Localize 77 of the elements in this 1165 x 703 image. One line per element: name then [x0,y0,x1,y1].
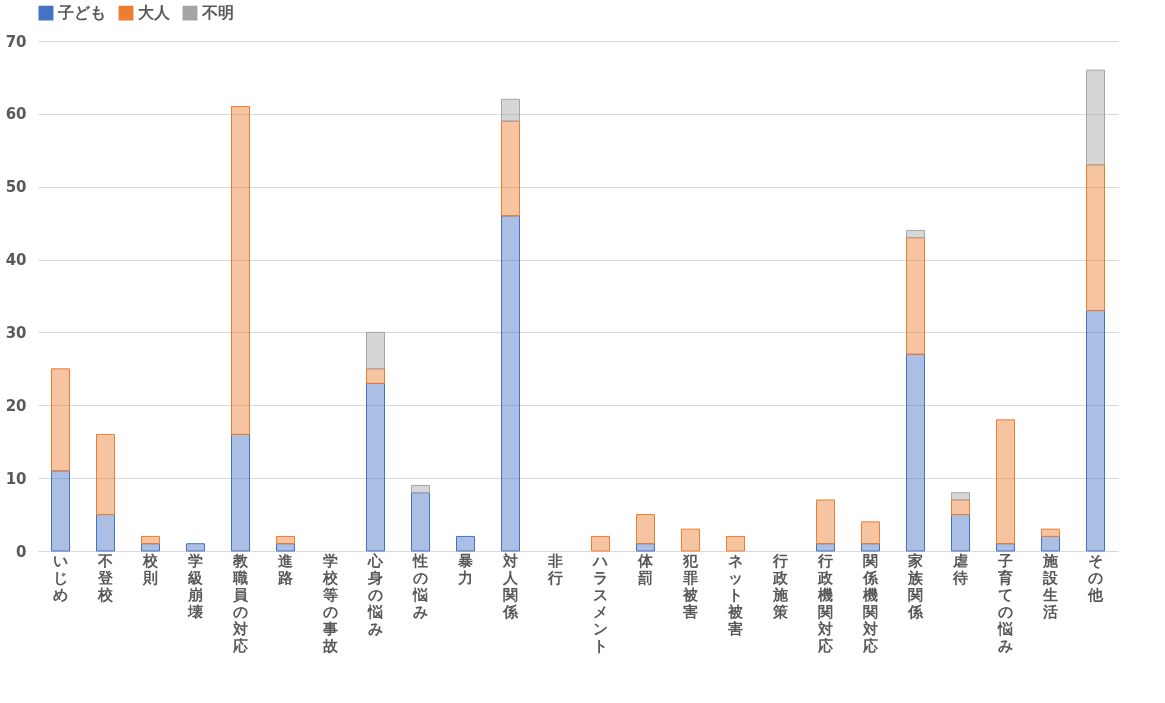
bar [456,535,475,552]
bar [501,120,520,217]
bar [231,433,250,552]
y-tick-label: 60 [5,105,27,124]
bar [996,543,1015,552]
bar [816,499,835,545]
bar [861,543,880,552]
x-tick-label: 不登校 [97,551,114,604]
x-tick-label: 施設生活 [1042,551,1059,621]
y-tick-label: 10 [5,469,27,488]
bar [951,499,970,516]
bar [366,368,385,384]
x-tick-label: 家族関係 [907,551,924,621]
bar [816,543,835,552]
bar [186,543,205,552]
x-tick-label: ハラスメント [592,551,608,655]
x-tick-label: 進路 [277,551,294,587]
bar [96,433,115,516]
y-tick-label: 40 [5,251,27,270]
bar [636,514,655,545]
y-tick-label: 70 [5,32,27,51]
bar [906,353,925,552]
bar [591,535,610,552]
x-tick-label: 教職員の対応 [232,551,249,655]
bar [861,521,880,545]
bar [636,543,655,552]
bar [681,528,700,552]
bar [366,331,385,370]
bar [411,492,430,552]
bar [951,492,970,501]
bar [501,215,520,552]
bar [141,535,160,545]
bar [996,419,1015,545]
x-tick-label: 子育ての悩み [997,551,1013,655]
bar [51,470,70,552]
x-tick-label: いじめ [53,551,68,604]
y-tick-label: 30 [5,323,27,342]
x-tick-label: 虐待 [952,551,968,587]
bar [726,535,745,552]
bar [951,514,970,552]
x-tick-label: 犯罪被害 [682,551,699,621]
bar [366,382,385,552]
bar [96,514,115,552]
x-tick-label: 校則 [142,551,159,587]
x-tick-label: 学級崩壊 [187,551,204,621]
bar [1041,528,1060,537]
x-tick-label: ネット被害 [727,551,744,638]
bar [276,535,295,545]
x-tick-label: 性の悩み [412,551,428,621]
y-tick-label: 20 [5,396,27,415]
bar [1041,535,1060,552]
x-tick-label: 関係機関対応 [862,551,879,655]
x-tick-label: 非行 [547,551,563,587]
legend-label: 不明 [201,3,234,23]
bar [501,98,520,122]
legend-label: 子ども [57,3,106,23]
bar [231,106,250,435]
bar [411,484,430,494]
bar [906,237,925,355]
bar [906,229,925,239]
x-tick-label: その他 [1087,551,1104,604]
bar [1086,310,1105,552]
x-tick-label: 学校等の事故 [322,551,339,655]
bar [1086,164,1105,312]
bar [141,543,160,552]
bar [1086,69,1105,166]
x-tick-label: 心身の悩み [367,551,384,638]
legend-label: 大人 [138,3,171,23]
y-tick-label: 0 [16,542,27,561]
bar [276,543,295,552]
x-tick-label: 対人関係 [502,551,519,621]
x-tick-label: 暴力 [457,551,473,587]
y-tick-label: 50 [5,178,27,197]
x-tick-label: 行政機関対応 [817,551,834,655]
bar [51,368,70,472]
x-tick-label: 体罰 [637,551,654,587]
x-tick-label: 行政施策 [772,551,789,621]
